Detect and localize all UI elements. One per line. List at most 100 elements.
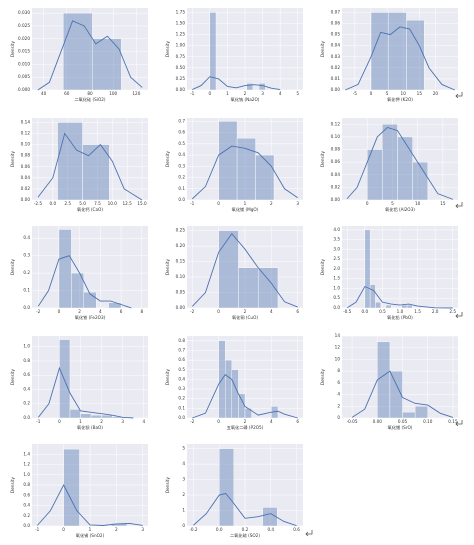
histogram-bar (231, 369, 239, 419)
x-tick-label: 10.0 (108, 201, 118, 206)
kde-line (351, 370, 454, 418)
y-tick-label: 2.5 (333, 256, 340, 261)
x-tick-label: 15 (440, 201, 446, 206)
x-tick-label: 0 (217, 309, 220, 314)
y-tick-label: 0.0 (23, 523, 30, 528)
y-tick-label: 0.8 (23, 482, 30, 487)
x-tick-label: 3 (141, 527, 144, 532)
x-tick-label: 0 (58, 309, 61, 314)
histogram-bar (369, 284, 376, 309)
histogram-bar (238, 267, 259, 309)
x-axis-label: 氧化铅 (PbO) (387, 314, 413, 321)
x-tick-label: -0.2 (189, 527, 198, 532)
y-tick-label: 0.00 (176, 305, 186, 310)
x-tick-label: 4 (142, 419, 145, 424)
y-axis-label: Density (10, 41, 15, 57)
y-tick-label: 0.08 (331, 147, 341, 152)
histogram-bar (59, 339, 71, 419)
x-tick-label: 0.5 (379, 309, 386, 314)
x-tick-label: 4 (99, 309, 102, 314)
y-axis-label: Density (320, 259, 325, 275)
y-tick-label: 0.3 (178, 386, 185, 391)
x-tick-label: 0.0 (49, 201, 56, 206)
y-tick-label: 0.1 (178, 405, 185, 410)
x-tick-label: 0 (370, 91, 373, 96)
x-tick-label: 0 (209, 91, 212, 96)
x-tick-label: 0 (217, 201, 220, 206)
y-tick-label: 0.12 (331, 121, 341, 126)
x-tick-label: 5 (386, 91, 389, 96)
x-tick-label: 80 (87, 91, 93, 96)
y-tick-label: 8 (337, 368, 340, 373)
x-tick-label: 60 (64, 91, 70, 96)
x-tick-label: 15 (417, 91, 423, 96)
histogram-bar (92, 38, 122, 91)
y-tick-label: 1.25 (176, 32, 186, 37)
y-tick-label: 0.6 (23, 372, 30, 377)
y-tick-label: 0.00 (176, 87, 186, 92)
kde-line (37, 132, 143, 201)
x-tick-label: 6 (120, 309, 123, 314)
histogram-bar (364, 229, 371, 309)
x-tick-label: 4 (270, 309, 273, 314)
y-tick-label: 1.5 (333, 276, 340, 281)
y-tick-label: 10 (335, 356, 341, 361)
y-axis-label: Density (165, 369, 170, 385)
y-tick-label: 0.000 (18, 87, 30, 92)
x-axis-label: 氧化铝 (Al2O3) (385, 206, 415, 213)
y-tick-label: 0.05 (176, 290, 186, 295)
y-tick-label: 0.0 (23, 305, 30, 310)
x-tick-label: 3 (296, 201, 299, 206)
y-tick-label: 0 (337, 415, 340, 420)
x-tick-label: 1 (226, 91, 229, 96)
y-tick-label: 0.04 (331, 172, 341, 177)
return-mark (455, 312, 463, 319)
y-tick-label: 0.4 (23, 386, 30, 391)
y-tick-label: 0.025 (18, 23, 30, 28)
y-tick-label: 0.4 (178, 376, 185, 381)
x-tick-label: 4 (270, 419, 273, 424)
return-mark (455, 202, 463, 209)
x-tick-label: 8 (140, 309, 143, 314)
y-tick-label: 0.06 (21, 164, 31, 169)
y-axis-label: Density (165, 41, 170, 57)
y-tick-label: 1.4 (23, 451, 30, 456)
return-mark (455, 92, 463, 99)
histogram-bar (262, 507, 278, 527)
histogram-bar (246, 83, 254, 91)
x-tick-label: -1 (190, 201, 195, 206)
y-tick-label: 0.20 (176, 243, 186, 248)
y-axis-label: Density (320, 151, 325, 167)
x-axis-label: 氧化锡 (SnO2) (76, 532, 105, 539)
x-tick-label: 2 (270, 201, 273, 206)
histogram-bar (238, 393, 246, 419)
x-axis-label: 氧化钙 (CaO) (77, 206, 103, 213)
y-tick-label: 2 (337, 403, 340, 408)
y-tick-label: 0.03 (331, 54, 341, 59)
x-axis-label: 五氧化二磷 (P2O5) (227, 424, 264, 431)
y-tick-label: 2 (182, 492, 185, 497)
y-tick-label: 0.00 (331, 197, 341, 202)
x-tick-label: 1 (79, 419, 82, 424)
x-tick-label: 5 (391, 201, 394, 206)
x-tick-label: 1.0 (397, 309, 404, 314)
y-axis-label: Density (10, 259, 15, 275)
y-tick-label: 0.4 (23, 503, 30, 508)
y-tick-label: 0.08 (21, 153, 31, 158)
y-tick-label: 3.5 (333, 237, 340, 242)
histogram-bar (412, 161, 428, 201)
histogram-bar (377, 341, 391, 419)
x-axis-label: 氧化铁 (Fe2O3) (75, 314, 106, 321)
kde-line (37, 366, 134, 419)
x-tick-label: 100 (109, 91, 117, 96)
y-tick-label: 3 (182, 477, 185, 482)
y-tick-label: 0 (182, 523, 185, 528)
y-tick-label: 0.020 (18, 36, 30, 41)
x-axis-label: 氧化锶 (SrO) (388, 424, 413, 431)
x-axis-label: 氧化铜 (CuO) (232, 314, 258, 321)
y-tick-label: 4 (337, 392, 340, 397)
y-tick-label: 0.06 (331, 21, 341, 26)
x-tick-label: 5.0 (79, 201, 86, 206)
x-tick-label: 20 (433, 91, 439, 96)
x-tick-label: 4 (279, 91, 282, 96)
